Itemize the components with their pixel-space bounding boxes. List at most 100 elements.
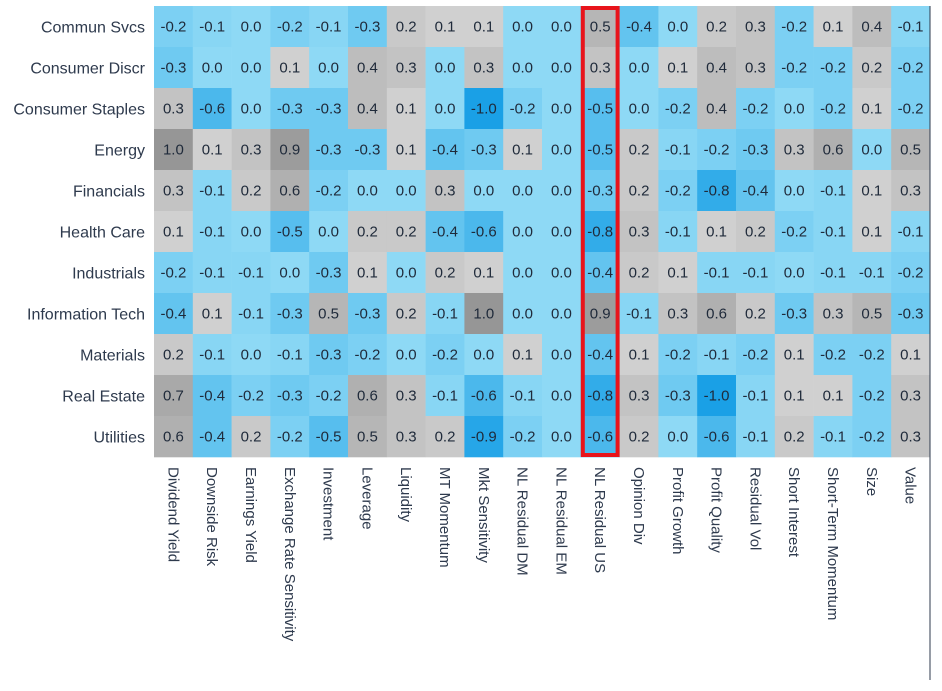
cell-value-label: -0.1 (238, 265, 264, 282)
heatmap-cell (503, 6, 543, 48)
cell-value-label: 0.9 (590, 306, 611, 323)
heatmap-cell (270, 293, 310, 335)
heatmap-cell (774, 47, 814, 89)
cell-value-label: -0.3 (665, 388, 691, 405)
row-label: Utilities (93, 430, 145, 447)
cell-value-label: 0.2 (396, 306, 417, 323)
cell-value-label: 0.3 (473, 60, 494, 77)
cell-value-label: -0.2 (742, 101, 768, 118)
heatmap-cell (464, 170, 504, 212)
heatmap-cell (386, 170, 426, 212)
heatmap-cell (503, 293, 543, 335)
heatmap-cell (503, 88, 543, 130)
heatmap-cell (270, 170, 310, 212)
heatmap-cell (309, 375, 349, 417)
heatmap-cell (580, 375, 620, 417)
cell-value-label: -0.3 (471, 142, 497, 159)
heatmap-cell (736, 88, 776, 130)
cell-value-label: 0.0 (241, 19, 262, 36)
heatmap-cell (891, 416, 931, 458)
heatmap-cell (774, 375, 814, 417)
heatmap-cell (697, 47, 737, 89)
cell-value-label: 0.2 (163, 347, 184, 364)
heatmap-cell (503, 252, 543, 294)
heatmap-cell (891, 88, 931, 130)
cell-value-label: 0.5 (590, 19, 611, 36)
heatmap-cell (464, 88, 504, 130)
cell-value-label: 0.7 (163, 388, 184, 405)
cell-value-label: -0.4 (160, 306, 186, 323)
heatmap-cell (697, 129, 737, 171)
heatmap-cell (891, 129, 931, 171)
cell-value-label: 0.0 (784, 183, 805, 200)
cell-value-label: -0.9 (471, 429, 497, 446)
heatmap-cell (425, 88, 465, 130)
cell-value-label: -0.2 (898, 265, 924, 282)
cell-value-label: 0.1 (512, 347, 533, 364)
heatmap-cell (813, 88, 853, 130)
cell-value-label: -0.1 (432, 306, 458, 323)
cell-value-label: 0.0 (512, 265, 533, 282)
cell-value-label: 0.3 (396, 429, 417, 446)
cell-value-label: 0.0 (551, 142, 572, 159)
cell-value-label: -0.2 (859, 388, 885, 405)
cell-value-label: 0.0 (784, 265, 805, 282)
cell-value-label: -0.1 (820, 429, 846, 446)
heatmap-cell (852, 416, 892, 458)
cell-value-label: 0.0 (551, 19, 572, 36)
cell-value-label: -0.1 (199, 183, 225, 200)
heatmap-cell (348, 334, 388, 376)
cell-value-label: -0.2 (316, 388, 342, 405)
cell-value-label: 0.0 (396, 265, 417, 282)
cell-value-label: -0.4 (199, 429, 225, 446)
heatmap-cell (348, 170, 388, 212)
cell-value-label: -0.3 (316, 265, 342, 282)
column-label: NL Residual US (591, 467, 608, 573)
cell-value-label: 0.1 (861, 101, 882, 118)
heatmap-cell (697, 375, 737, 417)
heatmap-cell (464, 6, 504, 48)
cell-value-label: 0.0 (512, 224, 533, 241)
heatmap-cell (891, 293, 931, 335)
cell-value-label: 0.0 (629, 101, 650, 118)
cell-value-label: -0.2 (820, 347, 846, 364)
cell-value-label: -0.2 (160, 19, 186, 36)
heatmap-cell (542, 211, 582, 253)
heatmap-cell (231, 252, 271, 294)
heatmap-cell (658, 129, 698, 171)
heatmap-cell (464, 211, 504, 253)
heatmap-cell (891, 334, 931, 376)
heatmap-cell (192, 252, 232, 294)
heatmap-cell (348, 252, 388, 294)
cell-value-label: -0.3 (316, 142, 342, 159)
heatmap-cell (386, 293, 426, 335)
heatmap-cell (386, 416, 426, 458)
heatmap-cell (425, 6, 465, 48)
heatmap-cell (309, 334, 349, 376)
cell-value-label: -0.4 (587, 265, 613, 282)
column-label: NL Residual DM (514, 467, 531, 576)
column-label: Residual Vol (746, 467, 763, 550)
row-label: Consumer Staples (13, 102, 145, 119)
cell-value-label: 0.0 (629, 60, 650, 77)
cell-value-label: -0.5 (587, 142, 613, 159)
column-label: Size (863, 467, 880, 496)
heatmap-cell (503, 170, 543, 212)
cell-value-label: 0.6 (357, 388, 378, 405)
heatmap-cell (813, 47, 853, 89)
heatmap-cell (619, 416, 659, 458)
cell-value-label: -0.3 (898, 306, 924, 323)
cell-value-label: 0.0 (473, 347, 494, 364)
heatmap-cell (891, 170, 931, 212)
cell-value-label: -0.1 (510, 388, 536, 405)
heatmap-cell (348, 375, 388, 417)
heatmap-cell (192, 88, 232, 130)
cell-value-label: -0.4 (432, 224, 458, 241)
cell-value-label: -0.1 (820, 265, 846, 282)
heatmap-cell (658, 211, 698, 253)
heatmap-cell (852, 252, 892, 294)
heatmap-cell (852, 47, 892, 89)
heatmap-cell (580, 88, 620, 130)
heatmap-cell (309, 47, 349, 89)
heatmap-cell (852, 293, 892, 335)
